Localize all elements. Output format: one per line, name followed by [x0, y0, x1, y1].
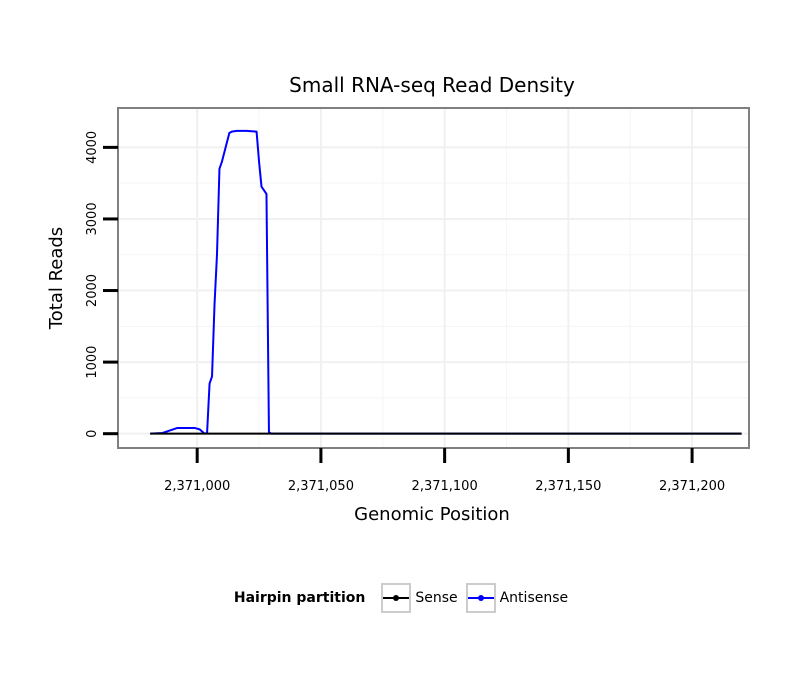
y-tick-label: 3000 — [85, 202, 100, 235]
x-axis-title: Genomic Position — [354, 504, 510, 525]
series-line-antisense — [150, 129, 742, 435]
plot-panel — [117, 107, 750, 449]
y-tick-label: 1000 — [85, 346, 100, 379]
legend-item-sense: Sense — [381, 583, 458, 613]
legend-item-antisense: Antisense — [465, 583, 569, 613]
legend-label-sense: Sense — [415, 590, 458, 606]
axis-layer: 2,371,000 2,371,050 2,371,100 2,371,150 2,37… — [85, 131, 725, 494]
legend-label-antisense: Antisense — [499, 590, 569, 606]
x-tick-label: 2,371,200 — [659, 479, 725, 494]
y-axis-title: Total Reads — [46, 227, 67, 330]
series-layer — [150, 129, 742, 435]
y-tick-label: 4000 — [85, 131, 100, 164]
x-tick-label: 2,371,000 — [164, 479, 230, 494]
y-tick-label: 0 — [85, 430, 100, 438]
x-tick-label: 2,371,100 — [412, 479, 478, 494]
sense-line-marker-icon — [381, 583, 412, 613]
legend: Hairpin partition Sense Antisense — [0, 578, 810, 618]
x-tick-label: 2,371,150 — [535, 479, 601, 494]
legend-title: Hairpin partition — [233, 590, 366, 606]
y-tick-label: 2000 — [85, 274, 100, 307]
antisense-line-marker-icon — [465, 583, 496, 613]
x-tick-label: 2,371,050 — [288, 479, 354, 494]
chart-title: Small RNA-seq Read Density — [289, 73, 575, 97]
grid-layer — [119, 109, 748, 447]
